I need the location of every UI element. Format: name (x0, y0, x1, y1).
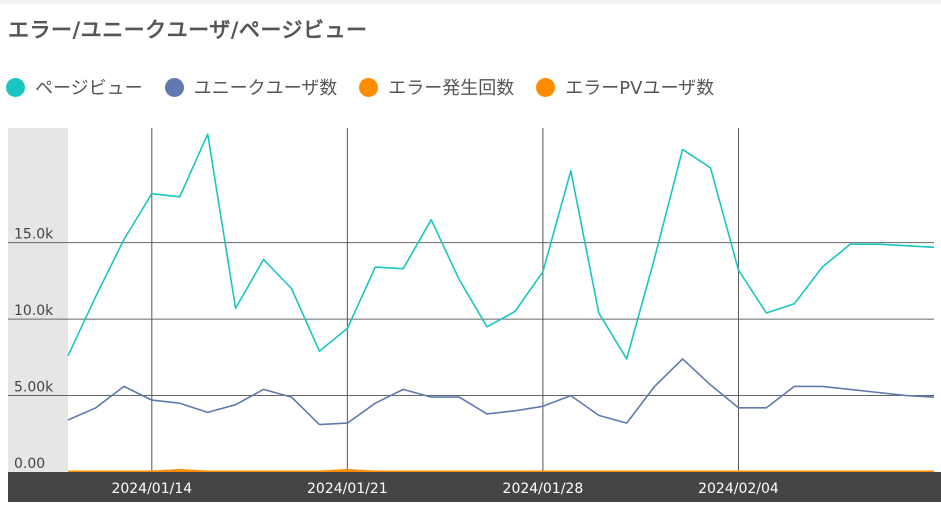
x-tick-label-1: 2024/01/21 (307, 481, 388, 497)
x-tick-label-3: 2024/02/04 (698, 481, 779, 497)
x-axis-band (8, 472, 941, 502)
legend-item-unique-users[interactable]: ユニークユーザ数 (164, 74, 338, 100)
page-title: エラー/ユニークユーザ/ページビュー (8, 18, 368, 42)
x-tick-label-2: 2024/01/28 (503, 481, 584, 497)
y-axis-band (8, 128, 68, 472)
legend-item-pageview[interactable]: ページビュー (6, 74, 143, 100)
legend-item-error-pv-users[interactable]: エラーPVユーザ数 (536, 74, 714, 100)
y-tick-label-0: 0.00 (14, 456, 45, 472)
legend-error-pv-users-label: エラーPVユーザ数 (565, 78, 715, 99)
legend-pageview-dot-icon (6, 77, 25, 97)
x-tick-label-0: 2024/01/14 (111, 481, 192, 497)
y-tick-label-1: 5.00k (14, 380, 54, 396)
line-chart: 0.00 5.00k 10.0k 15.0k 2024/01/14 2024/01/21 2… (8, 128, 941, 502)
legend-error-pv-users-dot-icon (536, 77, 556, 97)
legend-item-error-count[interactable]: エラー発生回数 (359, 74, 514, 100)
series-line-1 (67, 358, 935, 426)
legend-error-count-dot-icon (359, 77, 379, 97)
y-tick-label-3: 15.0k (14, 227, 54, 243)
legend-pageview-label: ページビュー (35, 78, 143, 99)
y-tick-label-2: 10.0k (14, 303, 54, 319)
series-line-0 (67, 133, 935, 360)
top-bar (0, 0, 941, 4)
chart-legend: ページビュー ユニークユーザ数 エラー発生回数 エラーPVユーザ数 (6, 74, 736, 100)
legend-unique-users-dot-icon (164, 77, 184, 97)
legend-error-count-label: エラー発生回数 (388, 78, 515, 99)
legend-unique-users-label: ユニークユーザ数 (193, 78, 338, 99)
